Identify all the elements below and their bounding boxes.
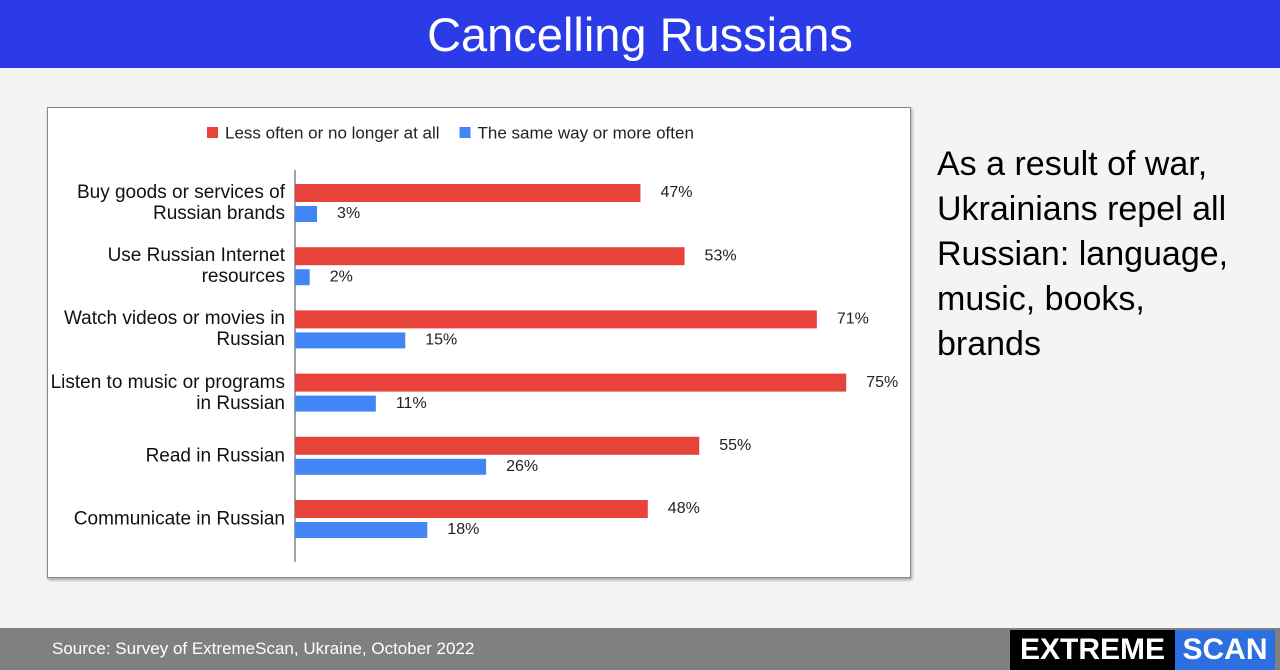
bar <box>295 310 817 329</box>
category-label: Use Russian Internet resources <box>107 245 285 288</box>
legend-swatch <box>459 127 471 138</box>
legend-swatch <box>207 127 218 138</box>
bar <box>295 500 648 518</box>
category-label: Watch videos or movies in Russian <box>63 308 285 351</box>
value-label: 3% <box>337 205 360 222</box>
value-label: 18% <box>447 521 479 538</box>
slide-title: Cancelling Russians <box>0 0 1280 68</box>
bar <box>295 184 641 202</box>
value-label: 47% <box>660 184 692 201</box>
value-label: 15% <box>425 332 457 349</box>
bar <box>295 269 310 286</box>
legend-label: The same way or more often <box>478 123 694 142</box>
logo: EXTREME <box>1010 630 1175 670</box>
annotation: As a result of war, Ukrainians repel all… <box>937 145 1229 363</box>
bar <box>295 206 318 222</box>
legend-label: Less often or no longer at all <box>225 123 440 142</box>
source: Source: Survey of ExtremeScan, Ukraine, … <box>52 639 475 658</box>
bar <box>295 373 847 392</box>
logo: SCAN <box>1175 630 1275 670</box>
value-label: 71% <box>837 311 869 328</box>
value-label: 26% <box>506 458 538 475</box>
value-label: 55% <box>719 437 751 454</box>
value-label: 75% <box>866 374 898 391</box>
category-label: Listen to music or programs in Russian <box>50 371 285 414</box>
value-label: 11% <box>396 395 427 412</box>
bar <box>295 436 700 455</box>
bar <box>295 332 406 349</box>
category-label: Communicate in Russian <box>73 508 285 530</box>
value-label: 2% <box>330 268 353 285</box>
category-label: Read in Russian <box>145 445 285 467</box>
bar <box>295 522 428 538</box>
value-label: 48% <box>668 500 700 517</box>
bar <box>295 458 487 475</box>
value-label: 53% <box>705 247 737 264</box>
category-label: Buy goods or services of Russian brands <box>76 182 285 224</box>
bar <box>295 247 685 266</box>
bar <box>295 395 376 412</box>
